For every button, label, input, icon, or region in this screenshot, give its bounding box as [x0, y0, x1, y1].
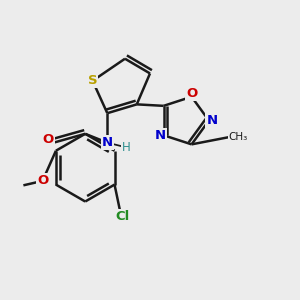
Text: N: N [155, 129, 166, 142]
Text: O: O [43, 133, 54, 146]
Text: N: N [206, 114, 218, 127]
Text: H: H [122, 141, 131, 154]
Text: Cl: Cl [115, 210, 129, 223]
Text: O: O [186, 87, 197, 100]
Text: CH₃: CH₃ [229, 132, 248, 142]
Text: N: N [102, 136, 113, 149]
Text: O: O [37, 174, 48, 188]
Text: S: S [88, 74, 98, 87]
